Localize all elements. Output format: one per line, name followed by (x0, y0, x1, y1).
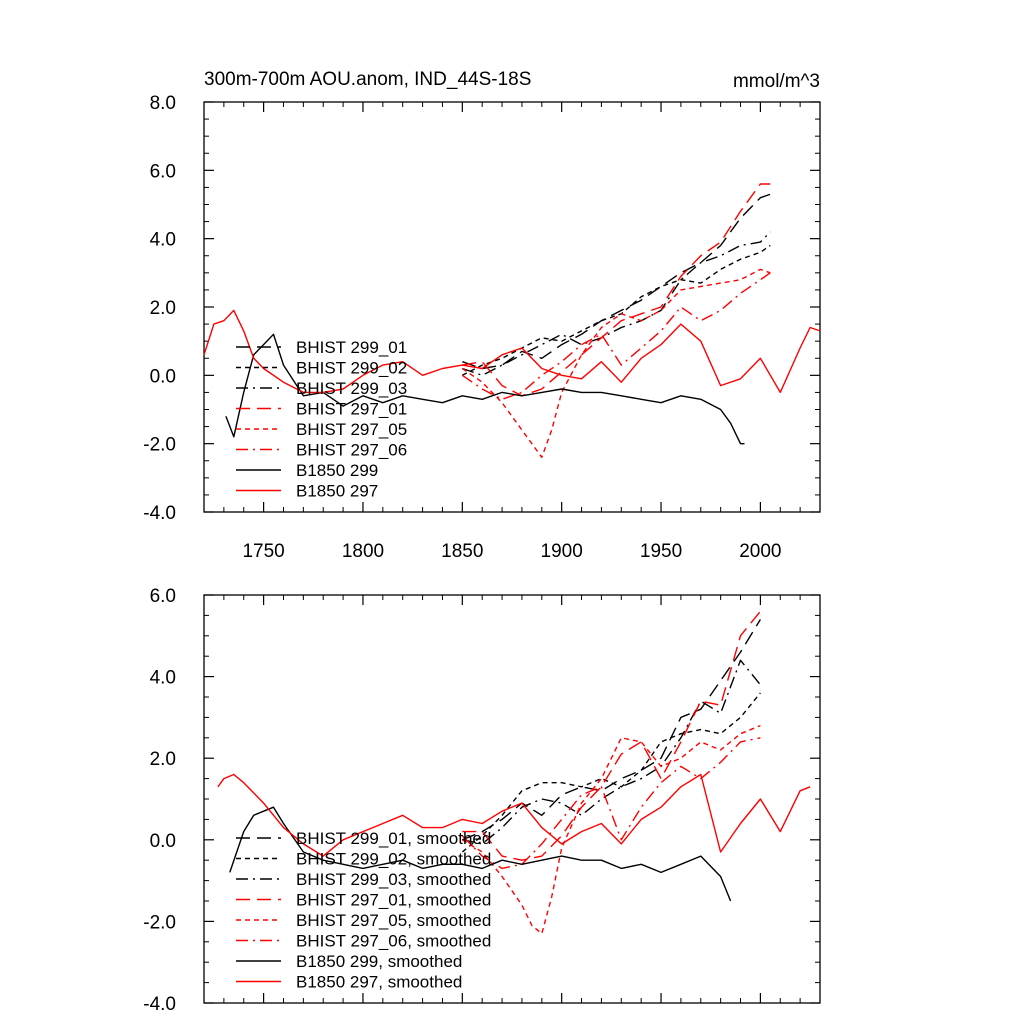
legend-label: BHIST 297_06, smoothed (296, 932, 491, 951)
series-line (229, 806, 732, 902)
x-tick-label: 1850 (441, 541, 483, 562)
legend-label: BHIST 299_03, smoothed (296, 870, 491, 889)
legend-label: BHIST 297_05 (296, 420, 407, 439)
x-tick-label: 1950 (640, 541, 682, 562)
y-tick-label: 4.0 (150, 230, 176, 251)
y-tick-label: 2.0 (150, 749, 176, 770)
series-line (462, 193, 771, 370)
legend-label: B1850 297 (296, 482, 378, 501)
series-line (203, 309, 821, 394)
legend-label: BHIST 299_03 (296, 379, 407, 398)
units-label: mmol/m^3 (733, 71, 820, 92)
x-tick-label: 1900 (541, 541, 583, 562)
legend-label: B1850 297, smoothed (296, 973, 462, 992)
series-line (461, 692, 761, 853)
legend-label: BHIST 299_01, smoothed (296, 829, 491, 848)
series-line (462, 619, 761, 841)
series-line (461, 268, 771, 458)
series-line (462, 183, 771, 397)
y-tick-label: -4.0 (143, 503, 176, 524)
chart-title: 300m-700m AOU.anom, IND_44S-18S (204, 69, 531, 90)
legend-label: B1850 299, smoothed (296, 952, 462, 971)
series-line (461, 244, 771, 376)
y-tick-label: 2.0 (150, 298, 176, 319)
x-tick-label: 1750 (242, 541, 284, 562)
series-line (462, 231, 771, 376)
y-tick-label: 0.0 (150, 366, 176, 387)
legend-label: BHIST 297_05, smoothed (296, 911, 491, 930)
legend-label: B1850 299 (296, 461, 378, 480)
series-line (462, 610, 761, 861)
legend-label: BHIST 299_01 (296, 338, 407, 357)
series-line (462, 659, 761, 845)
legend-label: BHIST 299_02, smoothed (296, 850, 491, 869)
y-tick-label: 4.0 (150, 668, 176, 689)
y-tick-label: 0.0 (150, 831, 176, 852)
y-tick-label: 6.0 (150, 161, 176, 182)
series-line (225, 333, 745, 445)
legend-label: BHIST 299_02 (296, 359, 407, 378)
series-line (217, 773, 811, 857)
legend-label: BHIST 297_01 (296, 400, 407, 419)
series-line (461, 724, 761, 935)
series-line (461, 272, 771, 400)
legend-label: BHIST 297_01, smoothed (296, 891, 491, 910)
legend-label: BHIST 297_06 (296, 441, 407, 460)
panel-smoothed: -4.0 -2.0 0.0 2.0 4.0 6.0 BHIST 299_01, smooth… (143, 586, 821, 1015)
x-tick-label: 1800 (342, 541, 384, 562)
y-tick-label: -2.0 (143, 912, 176, 933)
y-tick-label: -4.0 (143, 994, 176, 1015)
panel-raw: 1750 1800 1850 1900 1950 2000 -4.0 -2.0 0.0 2.0 4.… (143, 93, 821, 562)
y-tick-label: -2.0 (143, 435, 176, 456)
y-tick-label: 8.0 (150, 93, 176, 114)
x-tick-label: 2000 (739, 541, 781, 562)
y-tick-label: 6.0 (150, 586, 176, 607)
